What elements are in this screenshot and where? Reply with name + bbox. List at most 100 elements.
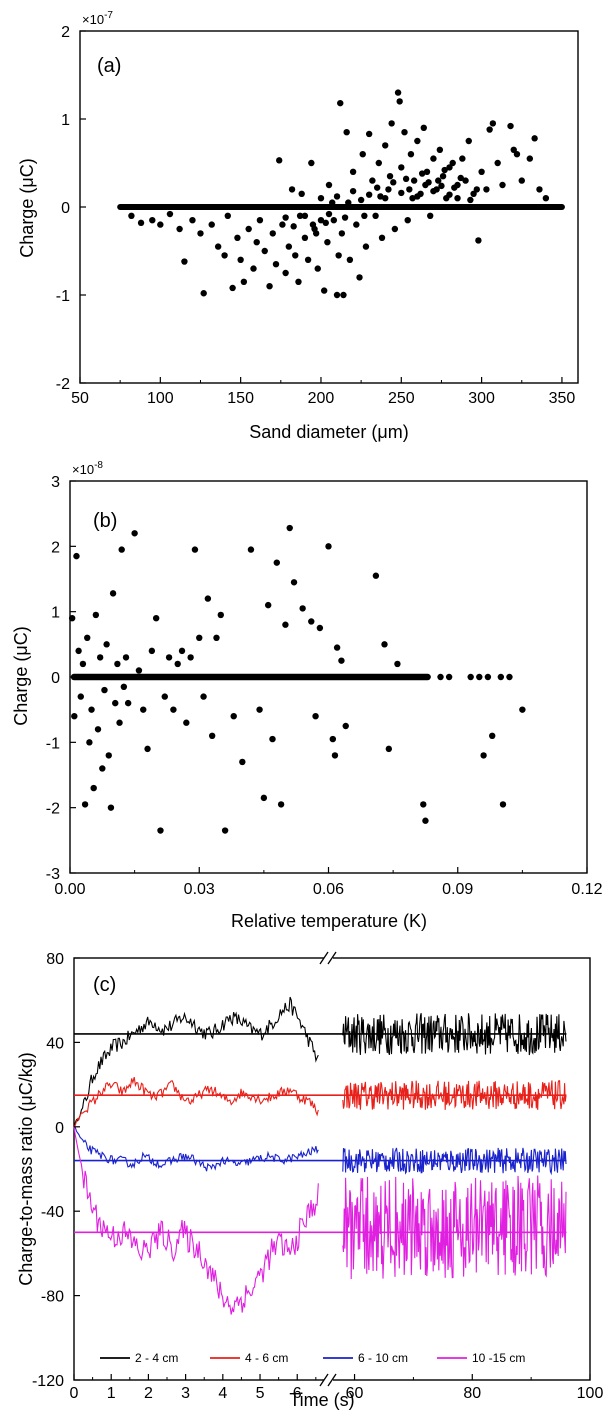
x-tick-label: 250 xyxy=(388,390,415,407)
data-point xyxy=(96,654,104,661)
legend-label: 2 - 4 cm xyxy=(135,1351,178,1365)
data-point xyxy=(377,193,384,200)
data-point xyxy=(506,673,513,681)
series-line-early xyxy=(73,1126,319,1315)
data-point xyxy=(361,212,368,219)
data-point xyxy=(247,546,255,553)
data-point xyxy=(120,683,128,690)
x-tick-label: 0.00 xyxy=(54,881,85,898)
axis-break-gap xyxy=(324,954,333,962)
data-point xyxy=(494,159,501,167)
data-point xyxy=(337,99,344,107)
data-point xyxy=(309,221,317,228)
data-point xyxy=(388,120,395,127)
data-point xyxy=(322,219,329,227)
panel-b-xlabel: Relative temperature (K) xyxy=(231,911,427,931)
data-point xyxy=(253,239,260,246)
data-point xyxy=(204,595,212,602)
panel-b-axes: 0.00 0.03 0.06 0.09 0.12 -3 -2 -1 0 1 2 3 xyxy=(46,474,603,898)
data-point xyxy=(378,234,386,241)
data-point xyxy=(414,193,421,200)
data-point xyxy=(497,673,505,681)
data-point xyxy=(343,129,350,136)
data-point xyxy=(507,122,514,130)
data-point xyxy=(338,657,345,664)
data-point xyxy=(372,212,379,219)
data-point xyxy=(290,579,298,586)
data-point xyxy=(99,765,106,772)
data-point xyxy=(381,641,388,648)
data-point xyxy=(174,660,181,668)
panel-a-plot xyxy=(117,89,565,299)
series-line-early xyxy=(73,996,319,1129)
data-point xyxy=(345,199,352,206)
data-point xyxy=(170,706,177,713)
data-point xyxy=(349,168,357,175)
data-point xyxy=(94,726,102,733)
data-point xyxy=(462,177,469,184)
data-point xyxy=(183,719,190,726)
data-point xyxy=(316,624,324,632)
data-point xyxy=(298,190,305,197)
data-point xyxy=(128,212,135,219)
data-point xyxy=(401,129,408,136)
panel-c-ylabel: Charge-to-mass ratio (μC/kg) xyxy=(16,1052,36,1285)
data-point xyxy=(116,719,123,726)
data-point xyxy=(406,186,413,193)
data-point xyxy=(333,193,341,200)
data-point xyxy=(277,801,285,808)
data-point xyxy=(430,187,437,195)
data-point xyxy=(353,221,360,228)
y-tick-label: 1 xyxy=(51,605,60,622)
data-point xyxy=(157,221,164,228)
x-tick-label: 200 xyxy=(308,390,335,407)
data-point xyxy=(436,146,444,153)
data-point xyxy=(276,157,283,164)
data-point xyxy=(473,186,480,193)
x-tick-label: 5 xyxy=(256,1385,265,1402)
data-point xyxy=(144,745,151,753)
data-point xyxy=(457,174,464,182)
data-point xyxy=(292,252,299,259)
data-point xyxy=(467,673,474,681)
data-point xyxy=(484,673,492,681)
data-point xyxy=(341,214,349,221)
legend-label: 6 - 10 cm xyxy=(358,1351,408,1365)
data-point xyxy=(342,722,349,730)
data-point xyxy=(314,265,321,272)
data-point xyxy=(165,654,173,661)
data-point xyxy=(301,212,309,219)
data-point xyxy=(149,217,156,224)
data-point xyxy=(372,572,380,579)
data-point xyxy=(256,706,263,713)
data-point xyxy=(467,196,474,204)
data-point xyxy=(470,190,477,197)
data-point xyxy=(77,693,84,700)
data-point xyxy=(362,243,370,250)
data-point xyxy=(483,186,490,193)
data-point xyxy=(439,173,447,180)
series-line-late xyxy=(342,1013,567,1056)
data-point xyxy=(437,673,444,681)
x-tick-label: 150 xyxy=(227,390,254,407)
y-tick-label: -2 xyxy=(46,801,60,818)
data-point xyxy=(101,686,108,694)
data-point xyxy=(325,181,333,189)
data-point xyxy=(446,191,453,198)
axis-break-gap xyxy=(324,1376,333,1384)
x-tick-label: 3 xyxy=(181,1385,190,1402)
y-tick-label: -120 xyxy=(32,1373,64,1390)
data-point xyxy=(513,151,521,158)
data-point xyxy=(410,177,418,184)
axis-break-mark xyxy=(327,951,337,965)
legend-label: 4 - 6 cm xyxy=(245,1351,288,1365)
y-tick-label: 40 xyxy=(46,1035,64,1052)
y-tick-label: 0 xyxy=(61,200,70,217)
data-point xyxy=(451,184,458,191)
data-point xyxy=(269,735,276,743)
y-tick-label: 3 xyxy=(51,474,60,491)
data-point xyxy=(385,186,392,193)
data-point xyxy=(279,221,286,228)
panel-c-xlabel: Time (s) xyxy=(289,1390,354,1410)
data-point xyxy=(402,175,410,183)
